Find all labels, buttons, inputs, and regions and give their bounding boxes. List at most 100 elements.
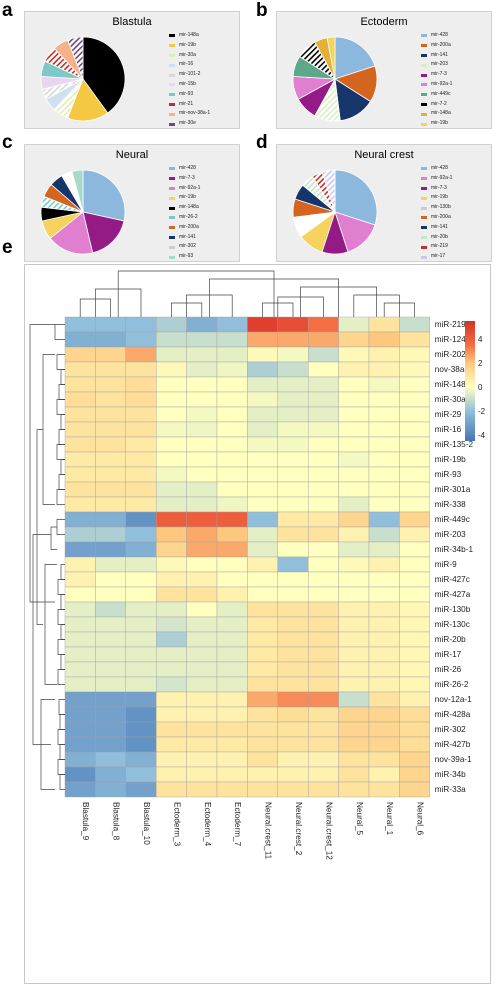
row-dendrogram-branch [58, 474, 65, 490]
heatmap-cell [247, 541, 278, 558]
row-label: miR-449c [435, 515, 470, 524]
heatmap-cell [64, 511, 96, 528]
heatmap-cell [308, 541, 339, 558]
heatmap-cell [155, 601, 187, 618]
heatmap-cell [64, 556, 96, 573]
pie-legend: mir-428 mir-200a mir-141 mir-203 mir-7-3 mir-… [421, 31, 452, 129]
heatmap-cell [247, 691, 278, 708]
heatmap-cell [64, 376, 96, 393]
heatmap-cell [277, 616, 309, 633]
heatmap-cell [368, 406, 400, 423]
pie-svg [40, 169, 126, 255]
heatmap-cell [125, 736, 157, 753]
heatmap-cell [64, 706, 96, 723]
row-label: nov-38a-1 [435, 365, 472, 374]
legend-label: mir-130b [431, 204, 451, 211]
legend-swatch [169, 177, 175, 181]
heatmap-cell [64, 541, 96, 558]
legend-label: mir-428 [431, 32, 448, 38]
column-label: Blastula_10 [142, 802, 151, 845]
heatmap-cell [216, 451, 248, 468]
legend-label: mir-20b [431, 233, 448, 240]
heatmap-cell [368, 526, 400, 543]
heatmap-cell [186, 616, 218, 633]
row-dendrogram-branch [60, 369, 65, 385]
heatmap-cell [368, 706, 400, 723]
row-label: miR-20b [435, 635, 466, 644]
heatmap-cell [216, 706, 248, 723]
pie-slice-mir-148a [82, 36, 126, 114]
pie-slice-mir-428 [82, 169, 126, 222]
pie-slice-mir-93 [71, 169, 84, 213]
heatmap-cell [247, 601, 278, 618]
heatmap-cell [186, 736, 218, 753]
heatmap-cell [247, 496, 278, 513]
legend-label: mir-7-3 [431, 184, 447, 191]
heatmap-cell [64, 781, 96, 798]
heatmap-cell [186, 436, 218, 453]
heatmap-cell [186, 511, 218, 528]
heatmap-cell [216, 511, 248, 528]
heatmap-cell [368, 586, 400, 603]
heatmap-cell [308, 331, 339, 348]
heatmap-cell [155, 421, 187, 438]
heatmap-cell [338, 541, 370, 558]
heatmap-cell [155, 586, 187, 603]
heatmap-cell [399, 616, 430, 633]
row-label: miR-203 [435, 530, 466, 539]
legend-item: mir-21 [169, 100, 210, 110]
heatmap-cell [308, 586, 339, 603]
legend-swatch [169, 122, 175, 126]
heatmap-cell [338, 766, 370, 783]
pie-title: Neural crest [354, 149, 414, 161]
legend-label: mir-219 [431, 243, 448, 250]
legend-label: mir-19b [431, 120, 448, 127]
heatmap-cell [247, 316, 278, 333]
legend-swatch [421, 255, 427, 259]
heatmap-cell [125, 361, 157, 378]
row-dendrogram-branch [32, 534, 51, 745]
heatmap-cell [95, 721, 127, 738]
heatmap-cell [216, 781, 248, 798]
heatmap-cell [338, 706, 370, 723]
row-label: miR-26-2 [435, 680, 469, 689]
heatmap-cell [186, 631, 218, 648]
row-label: miR-33a [435, 785, 466, 794]
row-label: miR-202 [435, 350, 466, 359]
heatmap-cell [277, 631, 309, 648]
heatmap-cell [125, 571, 157, 588]
heatmap-cell [95, 736, 127, 753]
pie-title: Neural [115, 149, 149, 161]
heatmap-cell [216, 316, 248, 333]
heatmap-cell [155, 316, 187, 333]
legend-swatch [421, 226, 427, 230]
row-dendrogram-branch [50, 526, 57, 550]
row-label: nov-39a-1 [435, 755, 472, 764]
row-label: nov-12a-1 [435, 695, 472, 704]
row-label: miR-148a [435, 380, 471, 389]
heatmap-cell [368, 451, 400, 468]
heatmap-cell [277, 346, 309, 363]
heatmap-cell [64, 766, 96, 783]
legend-item: mir-141 [421, 223, 452, 233]
heatmap-cell [186, 361, 218, 378]
legend-label: mir-nov-38a-1 [179, 110, 211, 117]
row-dendrogram-branch [60, 624, 65, 640]
heatmap-cell [368, 481, 400, 498]
pie-svg [40, 36, 126, 122]
heatmap-cell [155, 631, 187, 648]
heatmap-cell [216, 361, 248, 378]
heatmap-cell [64, 571, 96, 588]
heatmap-cell [399, 721, 430, 738]
heatmap-cell [368, 466, 400, 483]
heatmap-cell [125, 616, 157, 633]
heatmap-cell [247, 466, 278, 483]
heatmap-cell [155, 496, 187, 513]
legend-swatch [169, 112, 175, 116]
heatmap-cell [399, 406, 430, 423]
heatmap-cell [368, 661, 400, 678]
heatmap-cell [64, 616, 96, 633]
heatmap-cell [125, 391, 157, 408]
legend-label: mir-302 [179, 243, 196, 250]
heatmap-cell [186, 556, 218, 573]
